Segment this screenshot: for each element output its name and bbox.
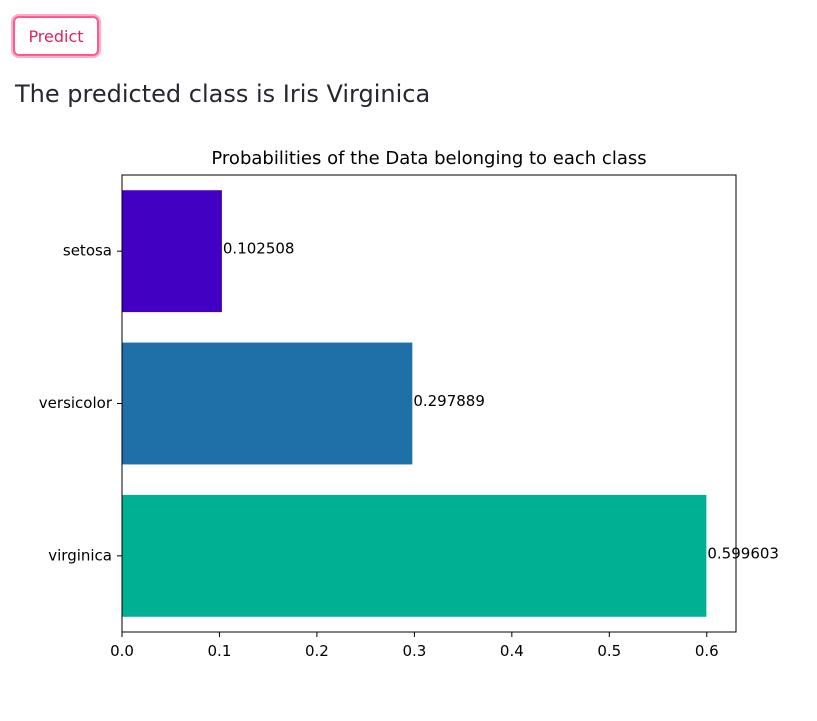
x-tick-label: 0.2 <box>305 642 329 660</box>
y-axis: setosa versicolor virginica <box>39 242 122 564</box>
x-tick-label: 0.5 <box>597 642 621 660</box>
x-tick-label: 0.1 <box>208 642 232 660</box>
y-tick-label-versicolor: versicolor <box>39 394 113 412</box>
bar-versicolor <box>122 342 413 465</box>
x-axis: 0.0 0.1 0.2 0.3 0.4 0.5 0.6 <box>110 632 719 660</box>
value-label-versicolor: 0.297889 <box>413 392 485 410</box>
value-label-virginica: 0.599603 <box>707 544 779 562</box>
bar-virginica <box>122 494 707 617</box>
bars-group <box>122 190 707 617</box>
probability-bar-chart: Probabilities of the Data belonging to e… <box>39 148 779 660</box>
x-tick-label: 0.4 <box>500 642 524 660</box>
value-label-setosa: 0.102508 <box>223 240 295 258</box>
prediction-result-text: The predicted class is Iris Virginica <box>15 80 431 108</box>
bar-setosa <box>122 190 222 313</box>
plot-frame <box>121 174 737 633</box>
x-tick-label: 0.6 <box>695 642 719 660</box>
x-tick-label: 0.3 <box>402 642 426 660</box>
x-tick-label: 0.0 <box>110 642 134 660</box>
y-tick-label-virginica: virginica <box>48 546 112 564</box>
chart-title: Probabilities of the Data belonging to e… <box>211 148 646 169</box>
predict-button[interactable]: Predict <box>13 16 99 56</box>
y-tick-label-setosa: setosa <box>63 242 112 260</box>
value-labels-group: 0.102508 0.297889 0.599603 <box>223 240 779 563</box>
